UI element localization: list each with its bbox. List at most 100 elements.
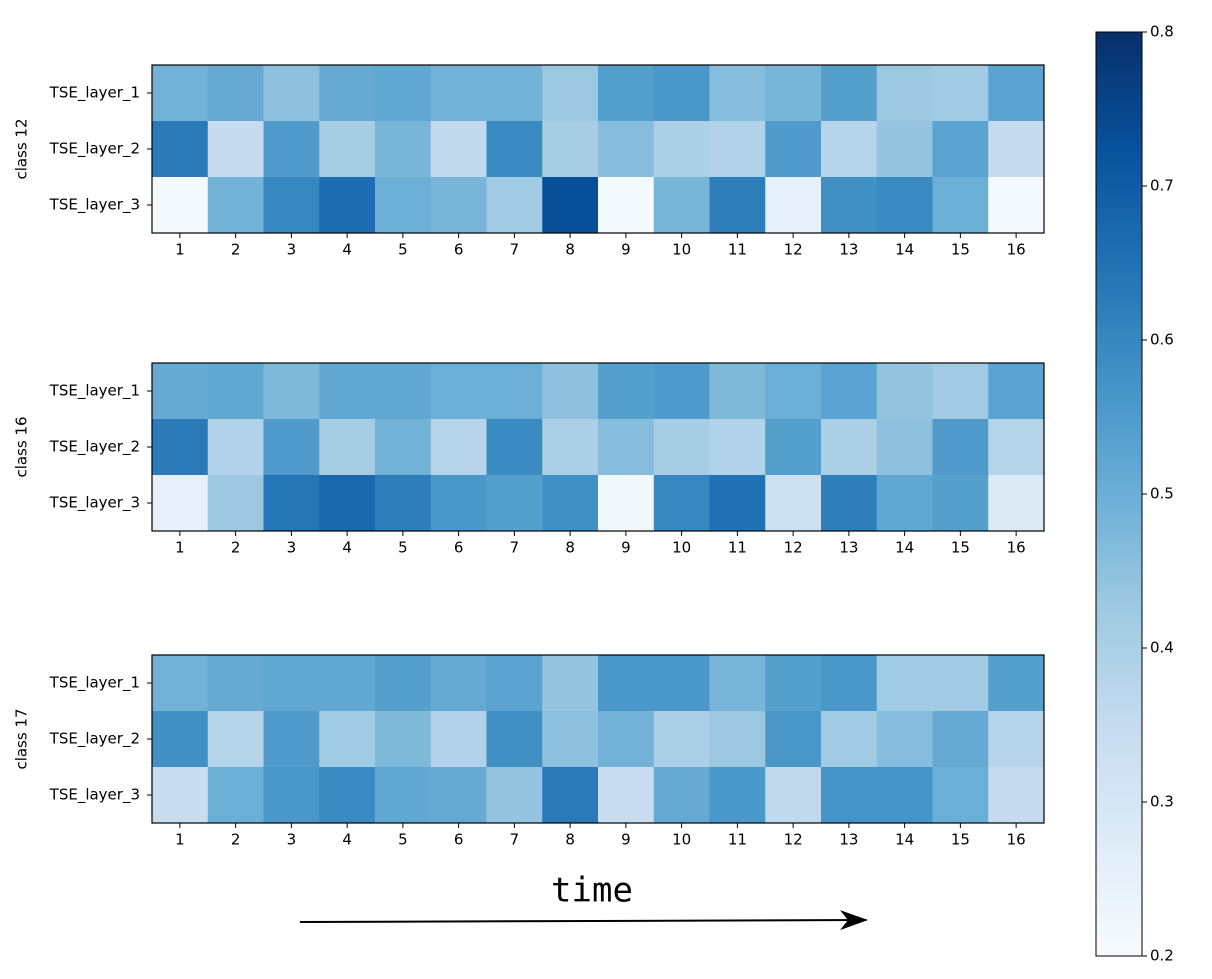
heatmap-cell (876, 363, 933, 420)
x-tick-label: 3 (287, 831, 297, 849)
x-tick-label: 6 (454, 539, 464, 557)
heatmap-cell (430, 711, 487, 768)
heatmap-cell (988, 177, 1045, 234)
x-tick-label: 10 (672, 539, 691, 557)
heatmap-cell (207, 419, 264, 476)
heatmap-cell (988, 65, 1045, 122)
heatmap-cell (152, 65, 209, 122)
heatmap-cell (319, 419, 376, 476)
heatmap-cell (207, 177, 264, 234)
x-tick-label: 5 (398, 539, 408, 557)
heatmap-cell (598, 475, 655, 532)
heatmap-cell (152, 121, 209, 178)
heatmap-cell (152, 655, 209, 712)
heatmap-cell (932, 655, 989, 712)
heatmap-cell (932, 65, 989, 122)
heatmap-cell (430, 475, 487, 532)
x-tick-label: 14 (895, 241, 914, 259)
x-tick-label: 9 (621, 539, 631, 557)
heatmap-cell (263, 121, 320, 178)
heatmap-cell (375, 655, 432, 712)
heatmap-cell (598, 767, 655, 824)
heatmap-cell (152, 767, 209, 824)
x-tick-label: 6 (454, 241, 464, 259)
x-tick-label: 12 (784, 831, 803, 849)
heatmap-cell (319, 711, 376, 768)
heatmap-cell (542, 655, 599, 712)
heatmap-cell (988, 419, 1045, 476)
heatmap-cell (876, 121, 933, 178)
heatmap-cell (932, 121, 989, 178)
heatmap-cell (263, 655, 320, 712)
y-tick-label: TSE_layer_2 (49, 438, 140, 457)
heatmap-cell (486, 121, 543, 178)
colorbar-tick-label: 0.8 (1150, 23, 1174, 41)
heatmap-cell (542, 177, 599, 234)
heatmap-cell (932, 419, 989, 476)
y-axis-label: class 16 (13, 416, 31, 477)
heatmap-cell (765, 655, 822, 712)
heatmap-cell (598, 121, 655, 178)
heatmap-cell (598, 177, 655, 234)
heatmap-cell (932, 363, 989, 420)
y-tick-label: TSE_layer_2 (49, 140, 140, 159)
heatmap-cell (207, 655, 264, 712)
heatmap-cell (486, 767, 543, 824)
x-axis-label: time (551, 871, 633, 911)
colorbar-tick-label: 0.2 (1150, 947, 1174, 965)
heatmap-cell (486, 177, 543, 234)
heatmap-cell (598, 655, 655, 712)
heatmap-cell (263, 363, 320, 420)
heatmap-cell (319, 65, 376, 122)
x-tick-label: 8 (565, 539, 575, 557)
heatmap-cell (765, 177, 822, 234)
x-tick-label: 1 (175, 539, 185, 557)
x-tick-label: 13 (839, 831, 858, 849)
heatmap-cell (932, 177, 989, 234)
heatmap-cell (821, 767, 878, 824)
y-tick-label: TSE_layer_3 (49, 196, 140, 215)
heatmap-cell (486, 65, 543, 122)
heatmap-cell (486, 475, 543, 532)
x-tick-label: 9 (621, 831, 631, 849)
heatmap-cell (375, 475, 432, 532)
heatmap-cell (486, 655, 543, 712)
heatmap-cell (319, 475, 376, 532)
heatmap-cell (821, 121, 878, 178)
x-tick-label: 14 (895, 539, 914, 557)
heatmap-cell (375, 419, 432, 476)
heatmap-cell (207, 475, 264, 532)
heatmap-cell (876, 419, 933, 476)
y-tick-label: TSE_layer_3 (49, 494, 140, 513)
heatmap-cell (263, 65, 320, 122)
heatmap-cell (653, 419, 710, 476)
x-tick-label: 15 (951, 241, 970, 259)
heatmap-cell (709, 419, 766, 476)
heatmap-cell (430, 65, 487, 122)
heatmap-cell (821, 711, 878, 768)
heatmap-cell (263, 767, 320, 824)
heatmap-cell (319, 121, 376, 178)
heatmap-cell (486, 419, 543, 476)
heatmap-cell (152, 177, 209, 234)
x-tick-label: 1 (175, 241, 185, 259)
heatmap-cell (152, 711, 209, 768)
heatmap-cell (709, 177, 766, 234)
heatmap-cell (821, 65, 878, 122)
heatmap-cell (709, 655, 766, 712)
heatmap-cell (375, 121, 432, 178)
heatmap-cell (653, 363, 710, 420)
x-tick-label: 2 (231, 241, 241, 259)
heatmap-cell (430, 177, 487, 234)
heatmap-cell (765, 65, 822, 122)
x-tick-label: 13 (839, 241, 858, 259)
heatmap-cell (542, 65, 599, 122)
heatmap-cell (653, 655, 710, 712)
x-tick-label: 12 (784, 539, 803, 557)
x-tick-label: 3 (287, 241, 297, 259)
x-tick-label: 7 (510, 241, 520, 259)
x-tick-label: 7 (510, 831, 520, 849)
x-tick-label: 2 (231, 831, 241, 849)
